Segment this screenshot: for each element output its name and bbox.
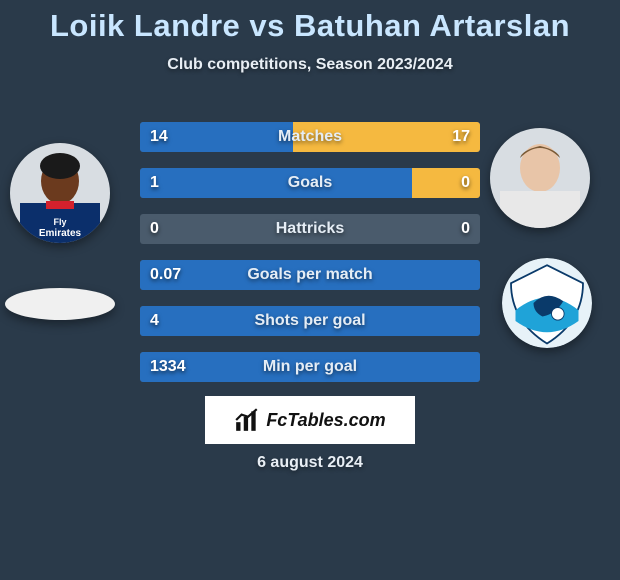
stat-value-right: 0 bbox=[451, 214, 480, 244]
stat-value-left: 1 bbox=[140, 168, 169, 198]
stat-value-left: 0 bbox=[140, 214, 169, 244]
stat-value-left: 1334 bbox=[140, 352, 196, 382]
player-right-club-logo bbox=[502, 258, 592, 348]
stat-value-left: 0.07 bbox=[140, 260, 191, 290]
brand-badge: FcTables.com bbox=[205, 396, 415, 444]
stat-row: Shots per goal4 bbox=[140, 306, 480, 336]
stat-value-left: 14 bbox=[140, 122, 178, 152]
stat-row: Goals per match0.07 bbox=[140, 260, 480, 290]
svg-text:Emirates: Emirates bbox=[39, 228, 82, 239]
stat-label: Hattricks bbox=[140, 214, 480, 244]
season-subtitle: Club competitions, Season 2023/2024 bbox=[0, 56, 620, 74]
snapshot-date: 6 august 2024 bbox=[0, 454, 620, 472]
brand-text: FcTables.com bbox=[266, 410, 385, 431]
stat-label: Shots per goal bbox=[140, 306, 480, 336]
stat-row: Min per goal1334 bbox=[140, 352, 480, 382]
player-right-avatar bbox=[490, 128, 590, 228]
stat-label: Goals bbox=[140, 168, 480, 198]
stats-bars: Matches1417Goals10Hattricks00Goals per m… bbox=[140, 122, 480, 398]
chart-icon bbox=[234, 407, 260, 433]
stat-row: Hattricks0 0 bbox=[140, 214, 480, 244]
player-left-club-logo bbox=[5, 288, 115, 320]
stat-label: Matches bbox=[140, 122, 480, 152]
player-left-avatar: Fly Emirates bbox=[10, 143, 110, 243]
stat-row: Goals1 0 bbox=[140, 168, 480, 198]
svg-text:Fly: Fly bbox=[53, 217, 66, 227]
comparison-title: Loiik Landre vs Batuhan Artarslan bbox=[0, 0, 620, 44]
stat-value-right: 0 bbox=[451, 168, 480, 198]
stat-value-left: 4 bbox=[140, 306, 169, 336]
stat-value-right: 17 bbox=[442, 122, 480, 152]
stat-row: Matches14 17 bbox=[140, 122, 480, 152]
